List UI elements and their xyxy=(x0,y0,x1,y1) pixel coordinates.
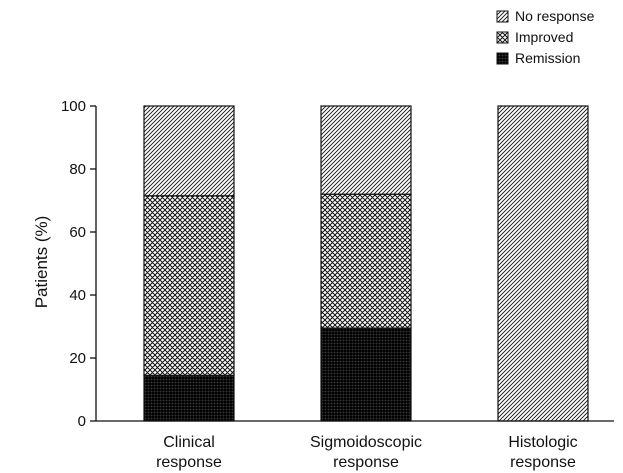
x-tick-label: Clinical xyxy=(163,434,215,451)
x-tick-label: response xyxy=(510,454,576,471)
y-axis: 0 20 40 60 80 100 xyxy=(61,98,97,430)
x-tick-label: response xyxy=(156,454,222,471)
legend: No response Improved Remission xyxy=(496,8,595,66)
y-tick-label: 60 xyxy=(69,224,86,241)
legend-label-improved: Improved xyxy=(515,29,573,45)
legend-swatch-remission xyxy=(496,52,509,65)
x-tick-label: response xyxy=(333,454,399,471)
x-tick-label: Histologic xyxy=(508,434,577,451)
legend-label-no-response: No response xyxy=(515,8,595,24)
bar-segment-no-response xyxy=(320,105,412,195)
bar-segment-remission xyxy=(143,374,235,422)
legend-swatch-improved xyxy=(496,31,509,44)
y-tick-label: 100 xyxy=(61,98,86,115)
bar-segment-no-response xyxy=(143,105,235,197)
y-tick-label: 40 xyxy=(69,287,86,304)
x-tick-label: Sigmoidoscopic xyxy=(310,434,422,451)
x-axis: Clinical response Sigmoidoscopic response Hi… xyxy=(96,420,614,471)
bar-segment-no-response xyxy=(497,105,589,422)
y-tick-label: 80 xyxy=(69,161,86,178)
legend-label-remission: Remission xyxy=(515,50,580,66)
y-axis-label: Patients (%) xyxy=(32,216,51,309)
bars xyxy=(143,105,589,422)
legend-swatch-no-response xyxy=(496,10,509,23)
bar-segment-remission xyxy=(320,327,412,422)
y-tick-label: 20 xyxy=(69,350,86,367)
y-tick-label: 0 xyxy=(78,413,86,430)
bar-segment-improved xyxy=(320,193,412,329)
bar-segment-improved xyxy=(143,195,235,376)
